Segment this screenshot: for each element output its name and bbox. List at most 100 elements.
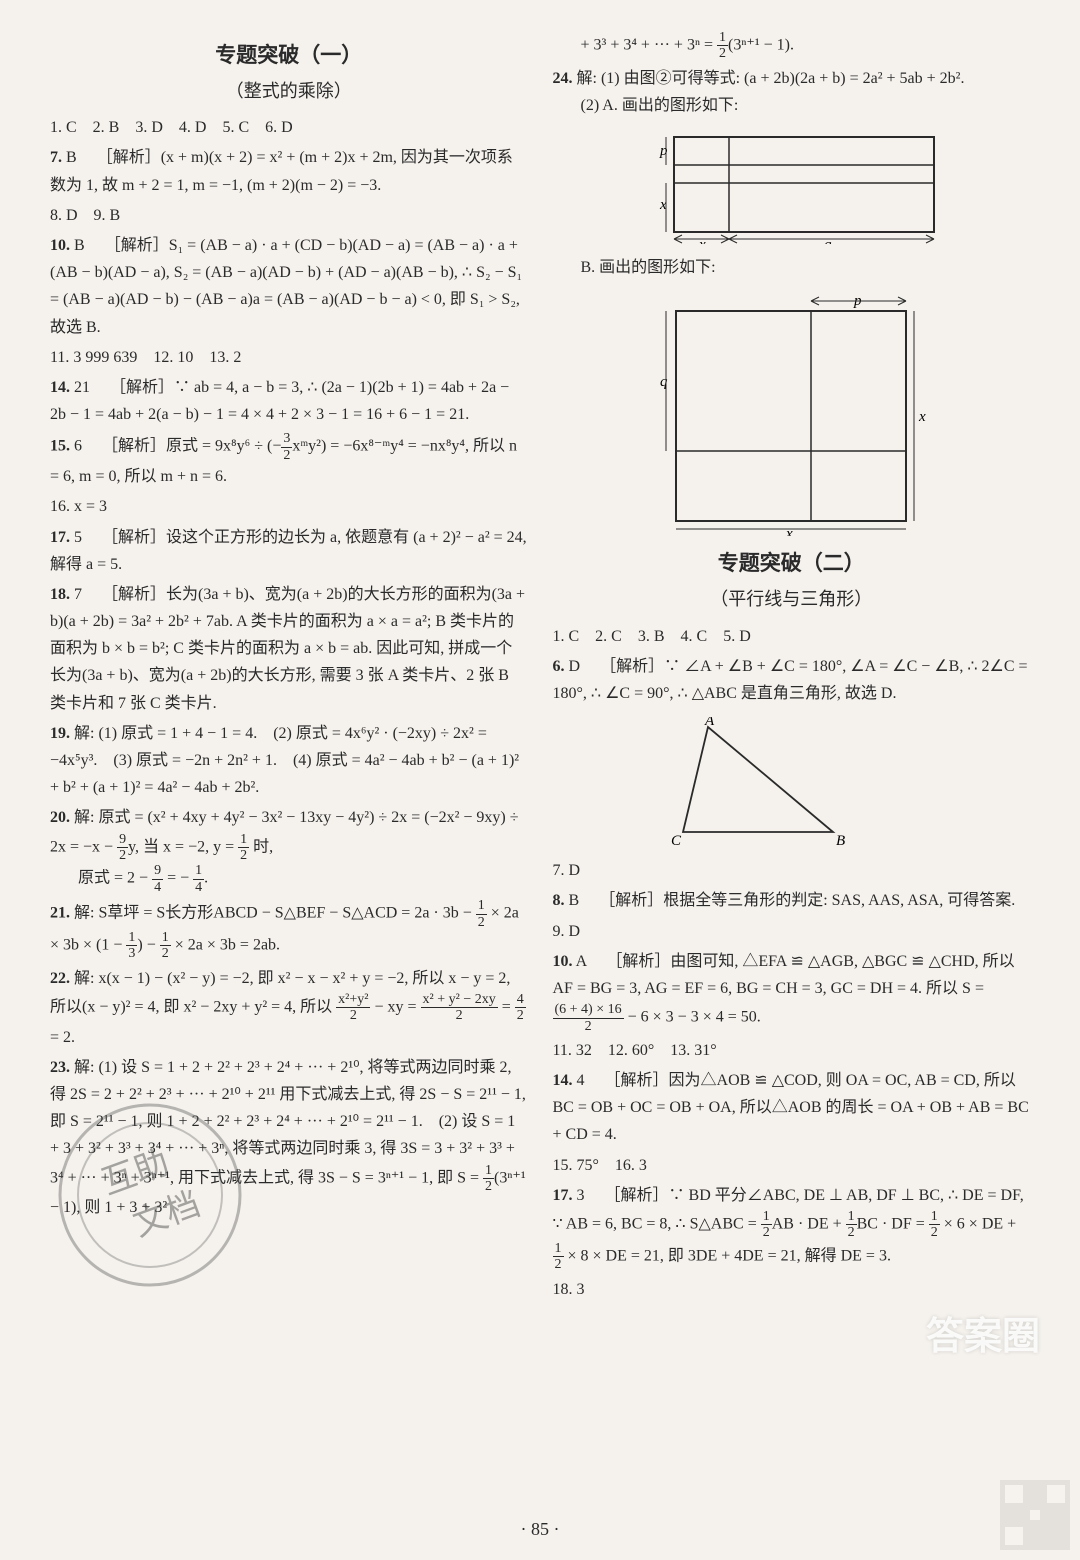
r-answer-line-9: 9. D: [553, 918, 1031, 945]
q22-num: 22.: [50, 970, 70, 987]
answer-line-16: 16. x = 3: [50, 493, 528, 520]
q20-exp-c: 时,: [249, 838, 273, 855]
q15-exp-a: ［解析］原式 = 9x⁸y⁶ ÷: [102, 438, 267, 455]
svg-text:q: q: [660, 374, 668, 390]
q15: 15. 6 ［解析］原式 = 9x⁸y⁶ ÷ (−32xᵐy²) = −6x⁸⁻…: [50, 431, 528, 490]
r-q8: 8. B ［解析］根据全等三角形的判定: SAS, AAS, ASA, 可得答案…: [553, 887, 1031, 914]
svg-text:互助: 互助: [97, 1143, 174, 1202]
r-q17-num: 17.: [553, 1187, 573, 1204]
q20-exp-f: .: [204, 870, 208, 887]
q18-num: 18.: [50, 586, 70, 603]
q10-ans: B: [74, 237, 85, 254]
r-q14-ans: 4: [577, 1072, 585, 1089]
svg-text:q: q: [824, 237, 832, 244]
q20-num: 20.: [50, 809, 70, 826]
q24-a-label: (2) A. 画出的图形如下:: [553, 92, 1031, 119]
svg-text:C: C: [671, 833, 682, 847]
r-q8-num: 8.: [553, 892, 565, 909]
q20-exp-d: 原式 = 2 −: [78, 870, 152, 887]
q23-num: 23.: [50, 1059, 70, 1076]
q20: 20. 解: 原式 = (x² + 4xy + 4y² − 3x² − 13xy…: [50, 804, 528, 895]
q23-exp-b: 得 3S − S = 3ⁿ⁺¹ − 1, 即 S =: [298, 1169, 483, 1186]
answer-line-11: 11. 3 999 639 12. 10 13. 2: [50, 344, 528, 371]
q21: 21. 解: S草坪 = S长方形ABCD − S△BEF − S△ACD = …: [50, 898, 528, 962]
r-answer-line-1: 1. C 2. C 3. B 4. C 5. D: [553, 623, 1031, 650]
q18-exp: ［解析］长为(3a + b)、宽为(a + 2b)的大长方形的面积为(3a + …: [50, 586, 525, 712]
q21-exp-c: −: [143, 936, 160, 953]
right-column: + 3³ + 3⁴ + ··· + 3ⁿ = 12(3ⁿ⁺¹ − 1). 24.…: [553, 30, 1031, 1490]
q17-ans: 5: [74, 529, 82, 546]
q15-num: 15.: [50, 438, 70, 455]
q10-num: 10.: [50, 237, 70, 254]
q7-num: 7.: [50, 149, 62, 166]
q17-exp: ［解析］设这个正方形的边长为 a, 依题意有 (a + 2)² − a² = 2…: [50, 529, 527, 573]
q22: 22. 解: x(x − 1) − (x² − y) = −2, 即 x² − …: [50, 965, 528, 1051]
q7-ans: B: [66, 149, 77, 166]
svg-text:文档: 文档: [128, 1185, 205, 1244]
q19: 19. 解: (1) 原式 = 1 + 4 − 1 = 4. (2) 原式 = …: [50, 720, 528, 802]
q21-num: 21.: [50, 905, 70, 922]
r-q14-num: 14.: [553, 1072, 573, 1089]
q21-exp-d: × 2a × 3b = 2ab.: [171, 936, 280, 953]
r-q10-ans: A: [576, 953, 587, 970]
q17-num: 17.: [50, 529, 70, 546]
r-q17: 17. 3 ［解析］∵ BD 平分∠ABC, DE ⊥ AB, DF ⊥ BC,…: [553, 1182, 1031, 1273]
q7: 7. B ［解析］(x + m)(x + 2) = x² + (m + 2)x …: [50, 144, 528, 198]
r-answer-line-15: 15. 75° 16. 3: [553, 1152, 1031, 1179]
r-q6-ans: D: [569, 658, 581, 675]
svg-text:B: B: [836, 833, 845, 847]
q24-exp: 解: (1) 由图②可得等式: (a + 2b)(2a + b) = 2a² +…: [577, 70, 965, 87]
q24-num: 24.: [553, 70, 573, 87]
diagram-b: p q x x: [651, 291, 931, 536]
svg-text:A: A: [704, 717, 715, 729]
q14-ans: 21: [74, 379, 90, 396]
q10: 10. B ［解析］S₁ = (AB − a) · a + (CD − b)(A…: [50, 232, 528, 341]
q19-num: 19.: [50, 725, 70, 742]
q10-exp: ［解析］S₁ = (AB − a) · a + (CD − b)(AD − a)…: [50, 237, 522, 336]
q18: 18. 7 ［解析］长为(3a + b)、宽为(a + 2b)的大长方形的面积为…: [50, 581, 528, 717]
answer-line-1: 1. C 2. B 3. D 4. D 5. C 6. D: [50, 114, 528, 141]
q20-exp-b: y, 当 x = −2, y =: [128, 838, 238, 855]
r-q8-ans: B: [569, 892, 580, 909]
svg-text:x: x: [918, 409, 926, 425]
qr-icon: [1000, 1480, 1070, 1550]
q14: 14. 21 ［解析］∵ ab = 4, a − b = 3, ∴ (2a − …: [50, 374, 528, 428]
r-q10-num: 10.: [553, 953, 573, 970]
r-answer-line-18: 18. 3: [553, 1276, 1031, 1303]
section-title-1: 专题突破（一）: [50, 38, 528, 74]
watermark: 答案圈: [926, 1305, 1040, 1360]
q21-exp-a: 解: S草坪 = S长方形ABCD − S△BEF − S△ACD = 2a ·…: [74, 905, 476, 922]
triangle-diagram: A C B: [653, 717, 853, 847]
q14-num: 14.: [50, 379, 70, 396]
r-q17-ans: 3: [577, 1187, 585, 1204]
q17: 17. 5 ［解析］设这个正方形的边长为 a, 依题意有 (a + 2)² − …: [50, 524, 528, 578]
section-subtitle-2: （平行线与三角形）: [553, 584, 1031, 615]
svg-text:x: x: [698, 237, 706, 244]
r-q10: 10. A ［解析］由图可知, △EFA ≌ △AGB, △BGC ≌ △CHD…: [553, 948, 1031, 1034]
r-q14: 14. 4 ［解析］因为△AOB ≌ △COD, 则 OA = OC, AB =…: [553, 1067, 1031, 1149]
section-subtitle-1: （整式的乘除）: [50, 76, 528, 107]
q24-b-label: B. 画出的图形如下:: [553, 254, 1031, 281]
r-q14-exp: ［解析］因为△AOB ≌ △COD, 则 OA = OC, AB = CD, 所…: [553, 1072, 1029, 1143]
q19-exp: 解: (1) 原式 = 1 + 4 − 1 = 4. (2) 原式 = 4x⁶y…: [50, 725, 519, 796]
q14-exp: ［解析］∵ ab = 4, a − b = 3, ∴ (2a − 1)(2b +…: [50, 379, 509, 423]
q18-ans: 7: [74, 586, 82, 603]
diagram-a: p x x q: [646, 129, 936, 244]
r-answer-line-7: 7. D: [553, 857, 1031, 884]
q20-exp-e: = −: [163, 870, 193, 887]
r-q10-exp-b: − 6 × 3 − 3 × 4 = 50.: [624, 1009, 761, 1026]
r-q6-exp: ［解析］∵ ∠A + ∠B + ∠C = 180°, ∠A = ∠C − ∠B,…: [553, 658, 1028, 702]
q7-exp: ［解析］(x + m)(x + 2) = x² + (m + 2)x + 2m,…: [50, 149, 513, 193]
stamp-overlay: 互助 文档: [55, 1100, 245, 1290]
r-q6: 6. D ［解析］∵ ∠A + ∠B + ∠C = 180°, ∠A = ∠C …: [553, 653, 1031, 707]
r-q8-exp: ［解析］根据全等三角形的判定: SAS, AAS, ASA, 可得答案.: [599, 892, 1015, 909]
q24: 24. 解: (1) 由图②可得等式: (a + 2b)(2a + b) = 2…: [553, 65, 1031, 537]
q23-cont: + 3³ + 3⁴ + ··· + 3ⁿ = 12(3ⁿ⁺¹ − 1).: [553, 30, 1031, 62]
r-q10-exp-a: ［解析］由图可知, △EFA ≌ △AGB, △BGC ≌ △CHD, 所以 A…: [553, 953, 1015, 997]
svg-text:p: p: [659, 143, 668, 159]
answer-line-8: 8. D 9. B: [50, 202, 528, 229]
section-title-2: 专题突破（二）: [553, 546, 1031, 582]
page-number: · 85 ·: [521, 1519, 560, 1540]
q15-ans: 6: [74, 438, 82, 455]
r-q6-num: 6.: [553, 658, 565, 675]
